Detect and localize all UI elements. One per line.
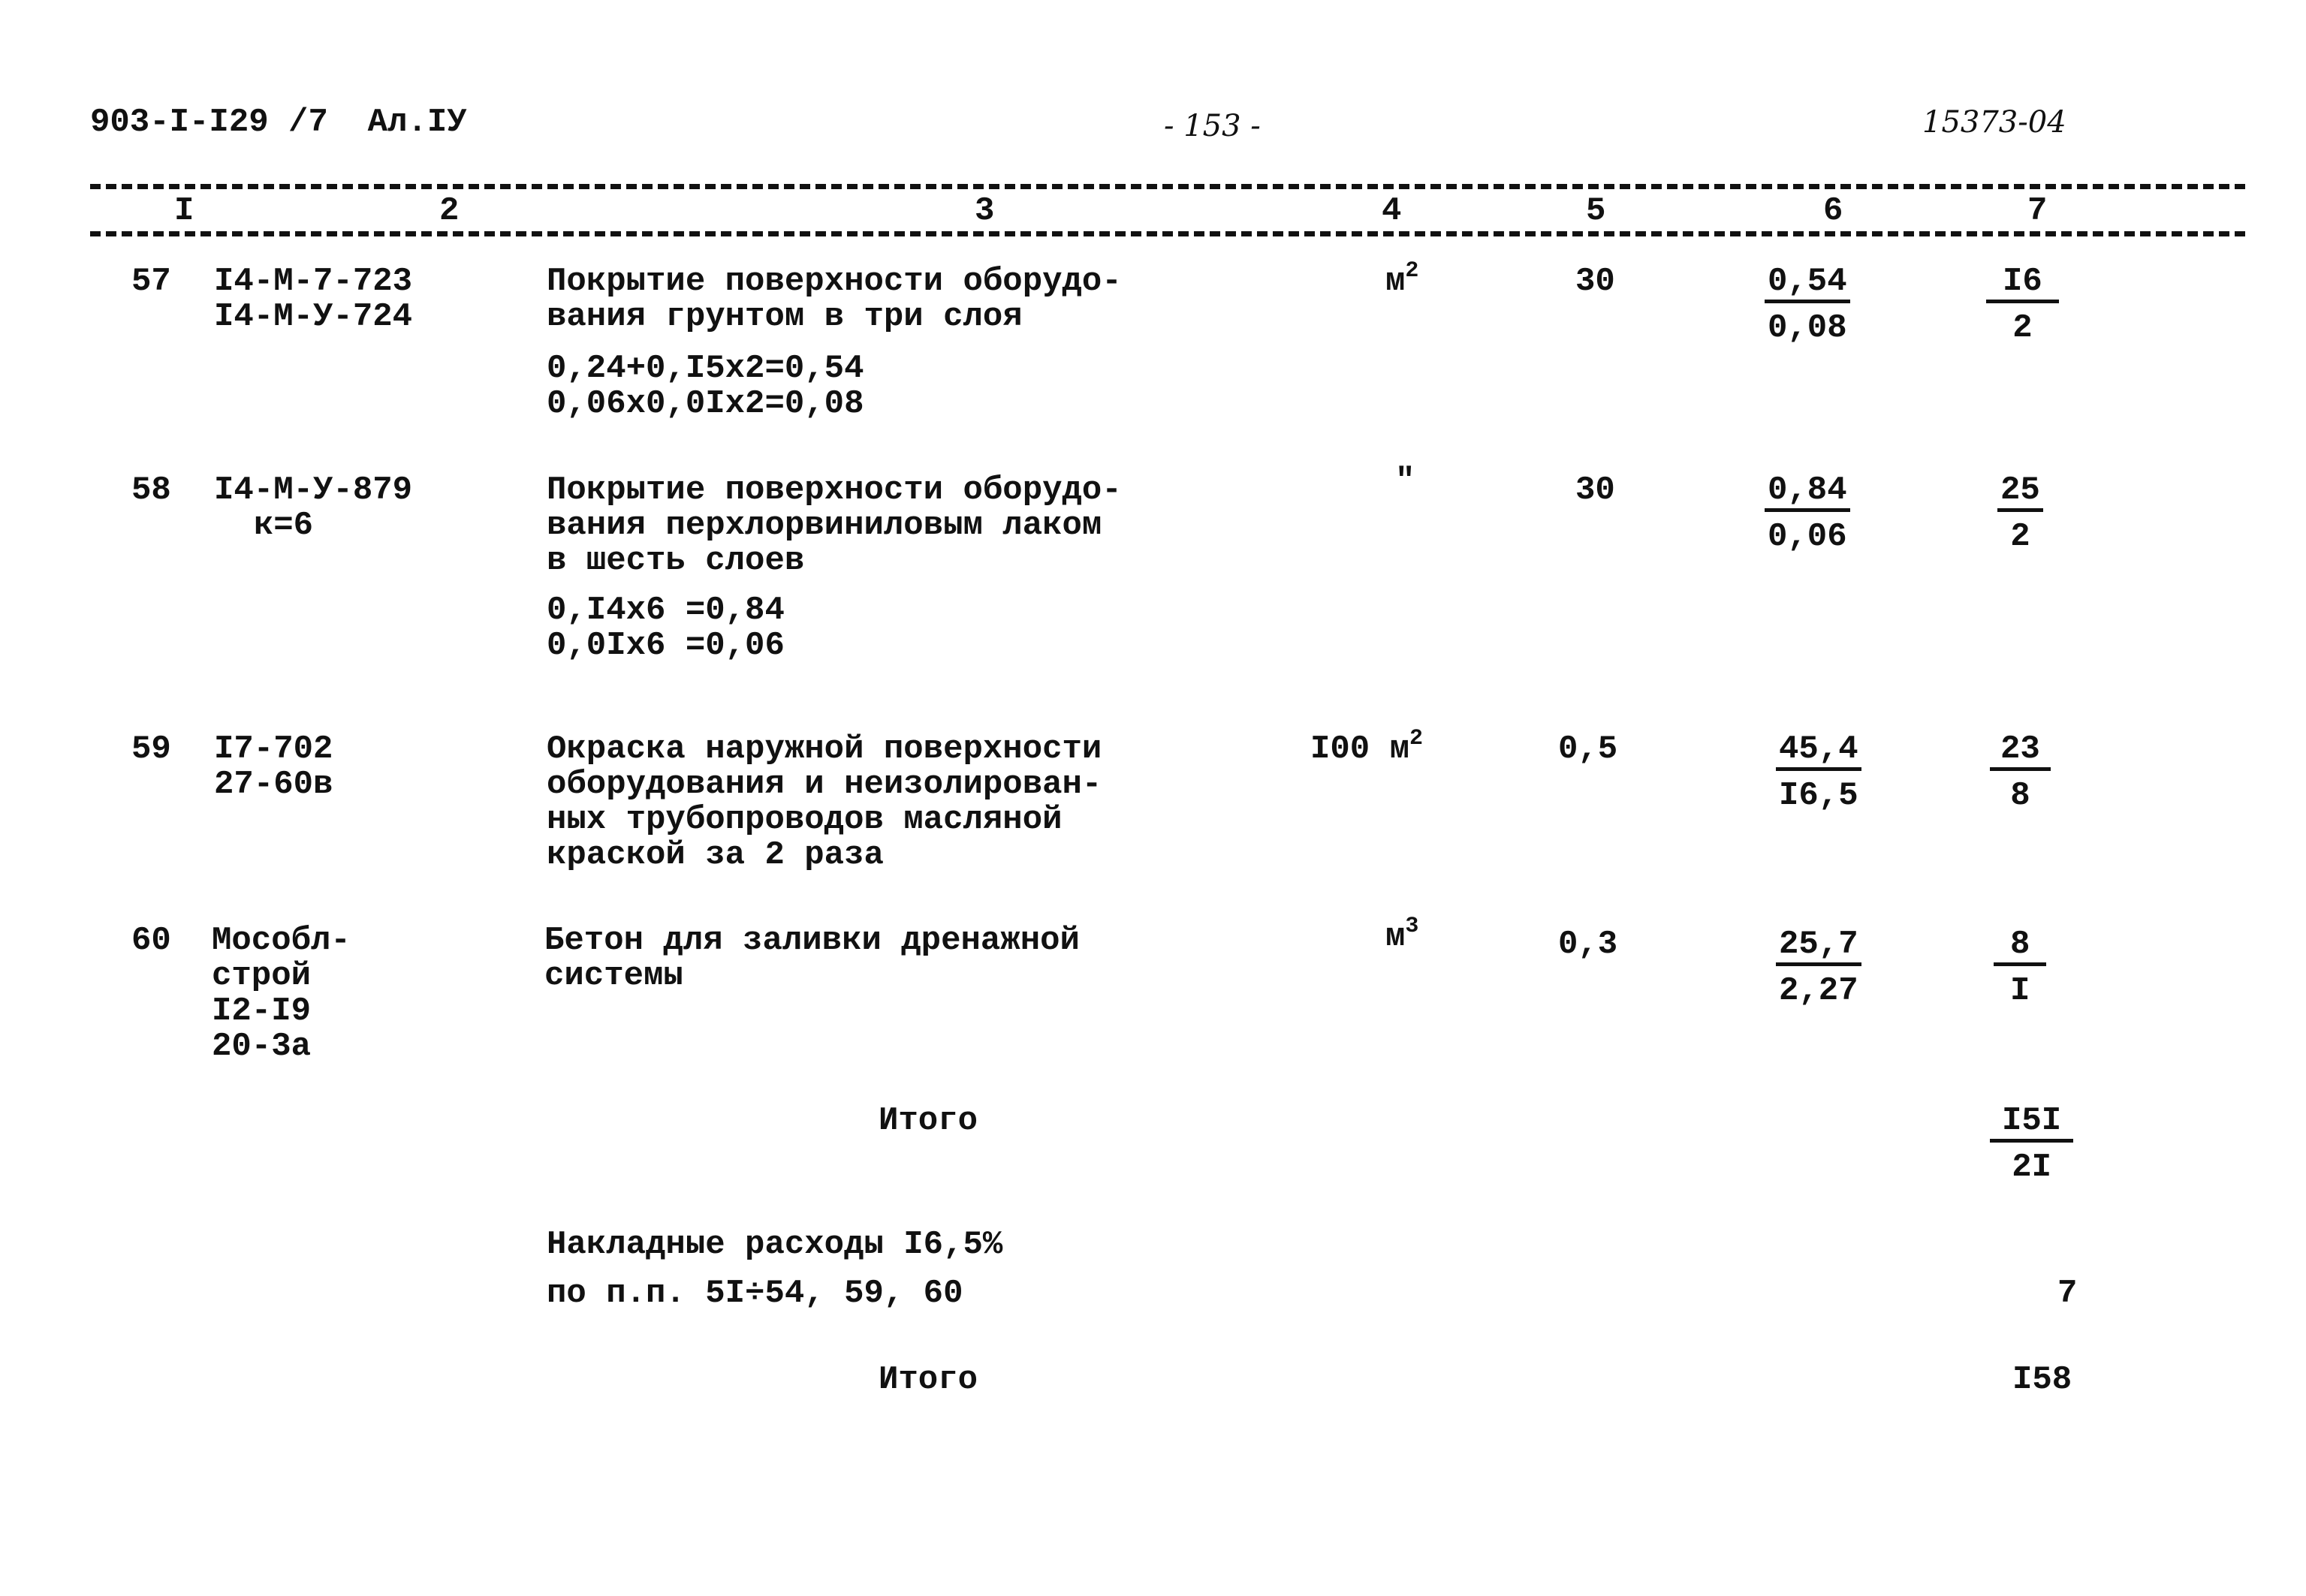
unit-text: м: [1385, 263, 1406, 300]
row-code: I4-M-У-879 к=6: [214, 473, 412, 544]
row-unit: м2: [1385, 260, 1418, 300]
row-code: I4-M-7-723 I4-M-У-724: [214, 264, 412, 335]
row-quantity: 30: [1575, 471, 1615, 509]
fraction-top: 0,84: [1765, 473, 1850, 512]
fraction-bottom: 0,06: [1768, 518, 1847, 556]
unit-exponent: 3: [1405, 914, 1419, 939]
fraction-bottom: 2: [2012, 309, 2033, 347]
fraction-bottom: 2: [2010, 518, 2030, 556]
description-line: Покрытие поверхности оборудо-: [547, 263, 1122, 300]
column-header-3: 3: [975, 192, 995, 230]
header-rule-bottom: [90, 231, 2245, 236]
code-line: I7-702: [214, 730, 333, 768]
row-col6-fraction: 0,54 0,08: [1765, 264, 1850, 346]
column-header-4: 4: [1382, 192, 1402, 230]
description-line: вания перхлорвиниловым лаком: [547, 507, 1102, 544]
calc-line: 0,06x0,0Ix2=0,08: [547, 385, 864, 423]
row-col6-fraction: 25,7 2,27: [1776, 927, 1861, 1009]
row-number: 60: [131, 922, 171, 959]
fraction-bottom: 2,27: [1779, 972, 1858, 1010]
fraction-bottom: I: [2010, 972, 2030, 1010]
fraction-top: 23: [1990, 732, 2051, 771]
description-line: Окраска наружной поверхности: [547, 730, 1102, 768]
row-calculation: 0,24+0,I5x2=0,54 0,06x0,0Ix2=0,08: [547, 351, 864, 422]
row-col7-fraction: I6 2: [1986, 264, 2059, 346]
total-value: I58: [2012, 1361, 2072, 1399]
row-code: Мособл- строй I2-I9 20-3а: [212, 923, 351, 1065]
column-header-2: 2: [439, 192, 460, 230]
fraction-bottom: 0,08: [1768, 309, 1847, 347]
code-line: 27-60в: [214, 766, 333, 803]
row-code: I7-702 27-60в: [214, 732, 333, 803]
row-quantity: 30: [1575, 263, 1615, 300]
fraction-top: I6: [1986, 264, 2059, 303]
description-line: ных трубопроводов масляной: [547, 801, 1063, 839]
fraction-bottom: 2I: [2012, 1149, 2052, 1186]
row-col6-fraction: 0,84 0,06: [1765, 473, 1850, 555]
row-description: Бетон для заливки дренажной системы: [544, 923, 1080, 994]
fraction-bottom: I6,5: [1779, 777, 1858, 815]
fraction-top: 25,7: [1776, 927, 1861, 966]
row-unit-ditto: ": [1395, 462, 1415, 500]
description-line: системы: [544, 957, 683, 995]
description-line: в шесть слоев: [547, 542, 805, 580]
row-col7-fraction: 25 2: [1997, 473, 2043, 555]
code-line: I4-M-У-879: [214, 471, 413, 509]
row-calculation: 0,I4x6 =0,84 0,0Ix6 =0,06: [547, 593, 785, 664]
archive-number: 15373-04: [1922, 105, 2066, 140]
description-line: Покрытие поверхности оборудо-: [547, 471, 1122, 509]
row-col7-fraction: 23 8: [1990, 732, 2051, 814]
row-description: Покрытие поверхности оборудо- вания грун…: [547, 264, 1122, 335]
row-number: 59: [131, 730, 171, 768]
document-code: 903-I-I29 /7 Ал.IУ: [90, 104, 467, 141]
header-rule-top: [90, 184, 2245, 189]
fraction-top: 8: [1994, 927, 2047, 966]
description-line: оборудования и неизолирован-: [547, 766, 1102, 803]
overhead-label: Накладные расходы I6,5%: [547, 1226, 1003, 1263]
row-description: Покрытие поверхности оборудо- вания перх…: [547, 473, 1122, 579]
row-col6-fraction: 45,4 I6,5: [1776, 732, 1861, 814]
row-unit: I00 м2: [1310, 727, 1423, 768]
unit-text: м: [1385, 918, 1406, 956]
total-label: Итого: [879, 1361, 978, 1399]
code-line: строй: [212, 957, 312, 995]
row-number: 57: [131, 263, 171, 300]
unit-exponent: 2: [1405, 258, 1419, 284]
fraction-top: 25: [1997, 473, 2043, 512]
code-line: I4-M-7-723: [214, 263, 413, 300]
calc-line: 0,0Ix6 =0,06: [547, 627, 785, 664]
code-line: 20-3а: [212, 1028, 312, 1065]
description-line: вания грунтом в три слоя: [547, 298, 1023, 336]
code-line: I4-M-У-724: [214, 298, 413, 336]
page-number: - 153 -: [1164, 109, 1261, 143]
overhead-value: 7: [2057, 1275, 2078, 1312]
subtotal-label: Итого: [879, 1102, 978, 1140]
row-unit: м3: [1385, 915, 1418, 956]
code-line: Мособл-: [212, 922, 351, 959]
subtotal-fraction: I5I 2I: [1990, 1104, 2074, 1186]
column-header-5: 5: [1586, 192, 1606, 230]
unit-exponent: 2: [1409, 726, 1424, 751]
fraction-top: 45,4: [1776, 732, 1861, 771]
row-quantity: 0,3: [1558, 926, 1618, 963]
code-line: к=6: [253, 507, 314, 544]
row-description: Окраска наружной поверхности оборудовани…: [547, 732, 1102, 873]
description-line: Бетон для заливки дренажной: [544, 922, 1080, 959]
overhead-items: по п.п. 5I÷54, 59, 60: [547, 1275, 963, 1312]
calc-line: 0,24+0,I5x2=0,54: [547, 350, 864, 387]
fraction-top: I5I: [1990, 1104, 2074, 1143]
row-number: 58: [131, 471, 171, 509]
description-line: краской за 2 раза: [547, 836, 884, 874]
fraction-top: 0,54: [1765, 264, 1850, 303]
column-header-1: I: [174, 192, 194, 230]
column-header-7: 7: [2027, 192, 2048, 230]
calc-line: 0,I4x6 =0,84: [547, 592, 785, 629]
column-header-6: 6: [1823, 192, 1843, 230]
row-quantity: 0,5: [1558, 730, 1618, 768]
fraction-bottom: 8: [2010, 777, 2030, 815]
unit-text: I00 м: [1310, 730, 1410, 768]
code-line: I2-I9: [212, 992, 312, 1030]
